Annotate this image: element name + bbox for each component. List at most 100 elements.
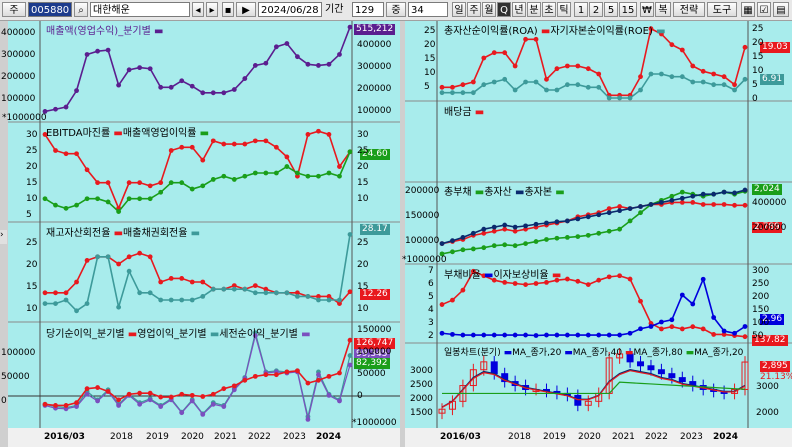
ma80-line [442, 381, 746, 395]
inventory-turnover-point [168, 276, 174, 281]
interval-5[interactable]: 5 [604, 2, 618, 17]
tab-tick[interactable]: 틱 [557, 2, 571, 17]
tab-minute[interactable]: 분 [527, 2, 541, 17]
left-p2-tick: 5 [26, 210, 32, 220]
won-button[interactable]: ₩ [640, 2, 654, 17]
total-equity-point [617, 208, 623, 214]
candle-body [490, 361, 498, 375]
right-p1-tick: 25 [424, 26, 436, 36]
play-button[interactable]: ▶ [236, 2, 256, 17]
expand-left-icon[interactable]: › [0, 230, 7, 244]
pretax-income-point [95, 398, 100, 404]
total-equity-point [596, 212, 602, 218]
ebitda-margin-point [137, 180, 143, 186]
debt-ratio-point [700, 326, 706, 332]
next-icon[interactable]: ▸ [206, 2, 218, 17]
search-icon[interactable]: ⌕ [74, 2, 88, 17]
net-income-point [168, 394, 174, 400]
pretax-income-point [231, 387, 237, 393]
operating-margin-point [347, 149, 353, 155]
net-income-point [263, 372, 269, 378]
grid-icon[interactable]: ▦ [741, 2, 755, 17]
total-assets-point [638, 210, 643, 216]
roe-line [442, 73, 746, 99]
tab-month[interactable]: 월 [482, 2, 496, 17]
pretax-income-point [179, 410, 185, 416]
stock-code-input[interactable]: 005880 [28, 2, 72, 17]
net-income-point [84, 386, 90, 392]
interest-coverage-point [732, 330, 737, 336]
net-income-point [221, 386, 227, 392]
operating-margin-point [84, 196, 90, 202]
tab-day[interactable]: 일 [452, 2, 466, 17]
revenue-point [105, 47, 111, 53]
tab-quarter[interactable]: Q [497, 2, 511, 17]
candle-body [657, 369, 665, 375]
right-p5-legend: 일봉차트(분기) ▬MA_종가,20 ▬MA_종가,40 ▬MA_종가,80 ▬… [444, 348, 744, 358]
tab-year[interactable]: 년 [512, 2, 526, 17]
right-p4-rtick: 200 [752, 292, 770, 302]
lock-icon[interactable]: ▪ [222, 2, 234, 17]
debt-ratio-point [470, 268, 476, 274]
left-p1-rtick: 400000 [357, 40, 392, 50]
candle-body [584, 400, 592, 406]
right-p1-rtick: 0 [752, 94, 758, 104]
count-input[interactable]: 34 [408, 2, 448, 17]
total-equity-point [742, 187, 748, 193]
pretax-income-point [200, 411, 206, 417]
roa-point [460, 82, 466, 88]
strategy-button[interactable]: 전략 [673, 2, 705, 17]
interest-coverage-point [470, 332, 476, 338]
revenue-point [347, 24, 353, 30]
revenue-point [305, 61, 311, 67]
right-x-label-5: 2022 [645, 432, 668, 442]
count-label[interactable]: 중 [386, 2, 406, 17]
ebitda-margin-point [337, 164, 342, 169]
tools-button[interactable]: 도구 [707, 2, 737, 17]
splitter[interactable] [400, 21, 405, 447]
total-equity-point [544, 220, 549, 226]
left-p4-unit: *1000000 [352, 418, 397, 428]
settings-icon[interactable]: ☑ [757, 2, 771, 17]
net-income-point [126, 391, 132, 397]
interval-15[interactable]: 15 [619, 2, 637, 17]
right-p1-tick: 15 [424, 54, 436, 64]
left-p3-rtick: 15 [357, 282, 369, 292]
left-chart-area [8, 21, 400, 428]
debt-ratio-point [721, 332, 727, 337]
roa-point [439, 84, 445, 90]
tab-second[interactable]: 초 [542, 2, 556, 17]
inventory-turnover-point [263, 286, 269, 292]
tab-week[interactable]: 주 [467, 2, 481, 17]
interval-1[interactable]: 1 [574, 2, 588, 17]
debt-ratio-point [544, 280, 549, 285]
revenue-point [200, 90, 206, 96]
left-p3-badge-a: 28.17 [360, 224, 390, 235]
roa-point [638, 74, 643, 80]
right-p5-tick: 2000 [410, 394, 433, 404]
total-equity-point [564, 218, 570, 224]
mode-select[interactable]: 주 [2, 2, 26, 17]
right-x-label-2: 2019 [543, 432, 566, 442]
inventory-turnover-point [126, 254, 132, 260]
duplicate-button[interactable]: 복 [655, 2, 671, 17]
stock-name-field[interactable]: 대한해운 [90, 2, 190, 17]
revenue-point [116, 82, 122, 88]
receivables-turnover-point [95, 254, 100, 260]
total-equity-point [721, 189, 727, 195]
date-input[interactable]: 2024/06/28 [258, 2, 322, 17]
interval-2[interactable]: 2 [589, 2, 603, 17]
prev-icon[interactable]: ◂ [192, 2, 204, 17]
left-p1-rtick: 200000 [357, 84, 392, 94]
revenue-point [179, 78, 185, 84]
period-input[interactable]: 129 [352, 2, 384, 17]
receivables-turnover-point [42, 301, 48, 306]
operating-margin-point [74, 202, 79, 208]
ebitda-margin-point [147, 183, 153, 189]
receivables-turnover-point [53, 301, 58, 306]
right-p1-rtick: 25 [752, 24, 764, 34]
left-p1-tick: 200000 [1, 72, 36, 82]
candle-body [668, 373, 676, 379]
save-icon[interactable]: ▤ [773, 2, 789, 17]
total-equity-point [690, 193, 696, 199]
